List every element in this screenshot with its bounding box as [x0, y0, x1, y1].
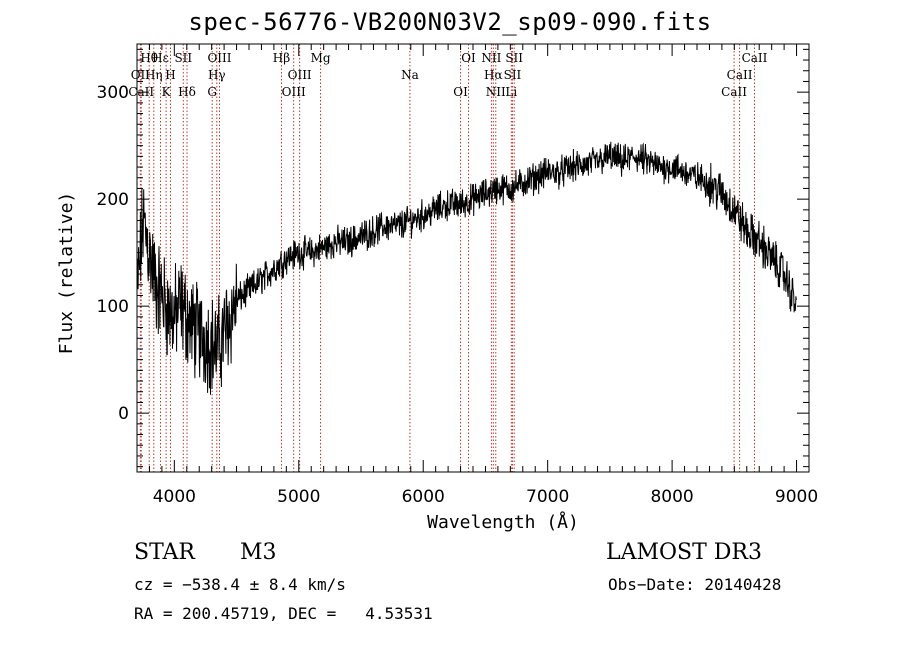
- line-label-16: Na: [401, 68, 419, 82]
- line-label-26: CaII: [721, 85, 747, 99]
- line-label-24: SII: [505, 51, 523, 65]
- x-tick-label: 6000: [402, 487, 445, 507]
- spectrum-trace: [136, 141, 797, 395]
- line-label-9: OIII: [207, 51, 231, 65]
- line-label-13: OIII: [288, 68, 312, 82]
- line-label-5: K: [162, 85, 172, 99]
- line-label-14: OIII: [282, 85, 306, 99]
- y-tick-label: 300: [97, 83, 129, 103]
- line-label-19: Hα: [484, 68, 503, 82]
- line-label-7: H: [165, 68, 175, 82]
- x-axis-label: Wavelength (Å): [427, 511, 579, 533]
- line-label-0: Hθ: [140, 51, 158, 65]
- y-tick-label: 0: [118, 404, 129, 424]
- observation-date: Obs−Date: 20140428: [608, 575, 782, 594]
- line-label-8: Hδ: [178, 85, 196, 99]
- line-label-22: SII: [504, 68, 522, 82]
- survey-name: LAMOST DR3: [606, 540, 762, 565]
- line-label-21: NII: [481, 51, 501, 65]
- x-tick-label: 7000: [526, 487, 569, 507]
- x-tick-label: 9000: [775, 487, 818, 507]
- line-label-3: Hε: [152, 51, 169, 65]
- line-label-12: Hβ: [273, 51, 290, 65]
- line-label-11: G: [207, 85, 217, 99]
- line-label-15: Mg: [311, 51, 331, 65]
- line-label-20: NII: [486, 85, 506, 99]
- line-label-23: Li: [505, 85, 517, 99]
- line-label-10: Hγ: [208, 68, 226, 82]
- y-tick-label: 200: [97, 190, 129, 210]
- line-label-4: Hη: [145, 68, 163, 82]
- line-label-6: SII: [174, 51, 192, 65]
- x-tick-label: 4000: [153, 487, 196, 507]
- x-tick-label: 5000: [277, 487, 320, 507]
- x-tick-label: 8000: [650, 487, 693, 507]
- line-label-1: OII: [131, 68, 151, 82]
- redshift-velocity: cz = −538.4 ± 8.4 km/s: [134, 575, 346, 594]
- line-label-18: OI: [461, 51, 476, 65]
- object-class: STAR: [134, 540, 195, 565]
- line-label-27: CaII: [742, 51, 768, 65]
- y-axis-label: Flux (relative): [56, 192, 77, 355]
- object-subclass: M3: [240, 540, 277, 565]
- plot-frame: [136, 43, 810, 473]
- sky-coordinates: RA = 200.45719, DEC = 4.53531: [134, 604, 433, 623]
- line-label-17: OI: [453, 85, 468, 99]
- line-label-25: CaII: [727, 68, 753, 82]
- chart-title: spec-56776-VB200N03V2_sp09-090.fits: [188, 8, 712, 36]
- y-tick-label: 100: [97, 297, 129, 317]
